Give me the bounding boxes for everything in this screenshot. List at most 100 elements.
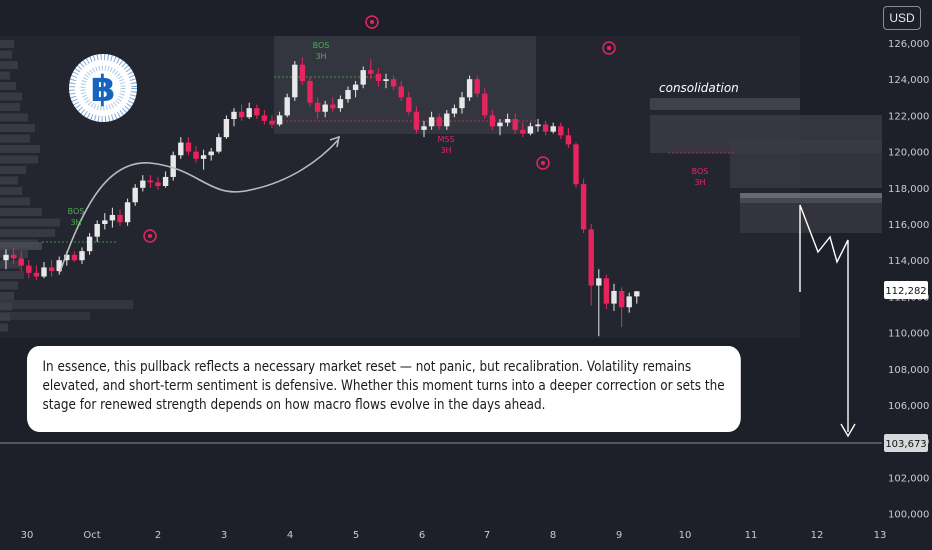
candle xyxy=(94,224,100,237)
candle xyxy=(603,278,610,304)
target-price-tag xyxy=(884,434,928,452)
target-price-label: 103,673 xyxy=(885,439,926,450)
commentary-note: In essence, this pullback reflects a nec… xyxy=(27,346,741,432)
arrow-head-icon xyxy=(329,135,341,148)
candle xyxy=(261,115,268,121)
candle xyxy=(231,111,237,120)
candle xyxy=(269,120,275,125)
annotations-layer: ฿ BOS 3H BOS 3H MSS 3H BOS 3H consolidation xyxy=(59,15,856,438)
candle xyxy=(390,79,397,87)
candle xyxy=(299,64,306,82)
candle xyxy=(276,115,283,125)
last-price-label: 112,282 xyxy=(885,286,926,297)
time-tick-label: 10 xyxy=(679,530,692,541)
candle xyxy=(124,202,131,223)
bos-label: BOS xyxy=(692,167,709,176)
price-tick-label: 110,000 xyxy=(888,329,929,340)
candle xyxy=(238,111,245,118)
candle xyxy=(360,70,366,85)
price-tick-label: 100,000 xyxy=(888,510,929,521)
resistance-zone xyxy=(650,98,800,110)
candles-layer xyxy=(3,57,640,337)
demand-zone xyxy=(0,242,42,250)
candle xyxy=(322,104,328,112)
price-tick-label: 118,000 xyxy=(888,184,929,195)
candle xyxy=(520,129,526,134)
bos-label: BOS xyxy=(313,41,330,50)
candle xyxy=(162,176,169,186)
candle xyxy=(451,108,458,114)
candle xyxy=(406,97,412,112)
candle xyxy=(147,180,154,183)
candle xyxy=(216,137,222,152)
price-tick-label: 114,000 xyxy=(888,256,929,267)
candle xyxy=(33,272,40,277)
swing-marker-icon xyxy=(602,41,616,55)
candle xyxy=(436,117,442,127)
price-tick-label: 102,000 xyxy=(888,473,929,484)
candle xyxy=(618,290,625,308)
time-tick-label: 11 xyxy=(745,530,758,541)
candle xyxy=(200,155,207,159)
bos-timeframe: 3H xyxy=(694,178,705,187)
candle xyxy=(155,182,161,186)
time-tick-label: Oct xyxy=(83,530,100,541)
time-tick-label: 4 xyxy=(287,530,293,541)
candle xyxy=(542,124,549,132)
candle xyxy=(307,81,313,103)
candle xyxy=(48,267,55,272)
candle xyxy=(3,254,9,261)
candle xyxy=(223,119,230,138)
price-tick-label: 106,000 xyxy=(888,401,929,412)
time-tick-label: 9 xyxy=(616,530,622,541)
time-axis[interactable]: 30 Oct 2 3 4 5 6 7 8 9 10 11 12 13 xyxy=(21,530,887,541)
swing-marker-dot xyxy=(607,46,611,50)
price-tick-label: 120,000 xyxy=(888,148,929,159)
time-tick-label: 8 xyxy=(550,530,556,541)
candle xyxy=(573,144,579,185)
candle xyxy=(345,90,351,100)
mss-label: MSS xyxy=(437,135,454,144)
mss-timeframe: 3H xyxy=(440,146,451,155)
candle xyxy=(580,184,587,230)
candle xyxy=(41,267,47,277)
candle xyxy=(117,214,123,223)
candle xyxy=(626,296,632,308)
candle xyxy=(86,236,93,252)
candle xyxy=(337,99,344,109)
price-axis[interactable]: 126,000 124,000 122,000 120,000 118,000 116,0… xyxy=(884,39,929,521)
candle xyxy=(71,254,78,261)
projection-path xyxy=(799,204,849,432)
arrow-down-icon xyxy=(840,423,856,438)
candle xyxy=(497,122,503,127)
logo-ring xyxy=(80,65,126,111)
bitcoin-logo-icon: ฿ xyxy=(90,69,115,110)
supply-zone xyxy=(274,36,536,134)
last-price-tag xyxy=(884,281,928,299)
candle xyxy=(109,214,116,221)
time-tick-label: 13 xyxy=(874,530,887,541)
candle xyxy=(208,151,214,156)
candle xyxy=(375,73,382,82)
currency-button[interactable]: USD xyxy=(883,6,921,30)
candle xyxy=(170,155,176,177)
candle xyxy=(18,258,24,266)
candle xyxy=(330,104,336,109)
price-tick-label: 116,000 xyxy=(888,220,929,231)
candle xyxy=(558,126,564,136)
time-tick-label: 7 xyxy=(484,530,490,541)
candle xyxy=(550,126,556,132)
candle xyxy=(444,113,450,127)
candle xyxy=(292,64,298,98)
candle xyxy=(634,291,640,297)
logo-bg xyxy=(69,54,137,122)
candle xyxy=(10,254,17,259)
time-tick-label: 3 xyxy=(221,530,227,541)
candle xyxy=(314,102,321,112)
candle xyxy=(64,254,70,261)
candle xyxy=(527,126,534,134)
price-tick-label: 124,000 xyxy=(888,75,929,86)
candle xyxy=(26,265,32,273)
candle xyxy=(398,86,404,98)
